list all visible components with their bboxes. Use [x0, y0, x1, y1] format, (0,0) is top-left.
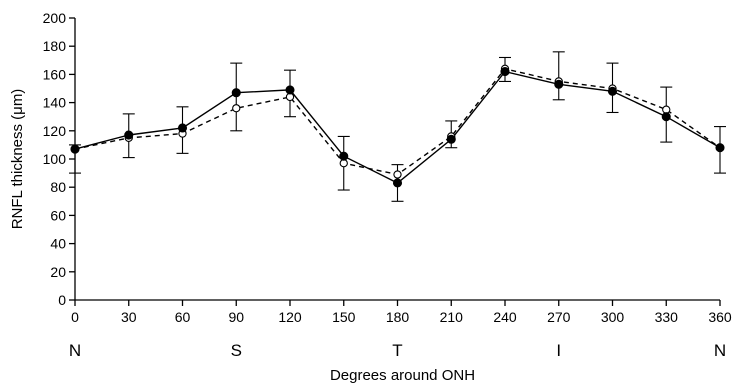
- x-tick-label: 0: [71, 309, 79, 325]
- region-label: N: [69, 341, 81, 360]
- filled-circle-point: [554, 79, 564, 89]
- axis-labels: N S T I N Degrees around ONH RNFL thickness (μ…: [9, 89, 726, 384]
- x-tick-label: 60: [175, 309, 191, 325]
- open-circle-point: [393, 170, 402, 179]
- y-tick-label: 120: [43, 123, 67, 139]
- region-label: S: [231, 341, 242, 360]
- y-tick-label: 180: [43, 38, 67, 54]
- x-axis-title: Degrees around ONH: [330, 367, 475, 384]
- x-tick-label: 90: [228, 309, 244, 325]
- y-tick-label: 40: [50, 236, 66, 252]
- filled-circle-point: [285, 85, 295, 95]
- filled-circle-point: [446, 134, 456, 144]
- y-axis-title: RNFL thickness (μm): [9, 89, 26, 230]
- filled-circle-point: [392, 178, 403, 188]
- filled-circle-point: [177, 123, 188, 133]
- x-tick-label: 270: [547, 309, 571, 325]
- filled-circle-point: [231, 88, 241, 98]
- y-tick-label: 20: [50, 264, 66, 280]
- region-label: T: [392, 341, 402, 360]
- filled-circle-point: [661, 112, 671, 122]
- x-tick-label: 300: [601, 309, 625, 325]
- x-tick-label: 120: [278, 309, 302, 325]
- data-markers: [70, 64, 725, 188]
- axes: 0 20 40 60 80 100 120 140 160 180 200 0 30 60 90 120 150…: [43, 10, 732, 325]
- x-tick-label: 30: [121, 309, 137, 325]
- y-tick-label: 140: [43, 95, 67, 111]
- x-tick-label: 210: [440, 309, 464, 325]
- x-tick-label: 330: [655, 309, 679, 325]
- y-tick-label: 160: [43, 66, 67, 82]
- y-tick-label: 200: [43, 10, 67, 26]
- x-tick-label: 240: [493, 309, 517, 325]
- y-tick-label: 100: [43, 151, 67, 167]
- y-tick-label: 80: [50, 179, 66, 195]
- open-circle-point: [232, 104, 241, 113]
- y-tick-label: 0: [58, 292, 66, 308]
- region-label: I: [556, 341, 561, 360]
- y-tick-label: 60: [50, 207, 66, 223]
- filled-circle-point: [339, 151, 349, 161]
- x-tick-label: 180: [386, 309, 410, 325]
- region-label: N: [714, 341, 726, 360]
- x-tick-label: 150: [332, 309, 356, 325]
- filled-circle-point: [124, 130, 134, 140]
- filled-circle-point: [715, 143, 725, 153]
- x-tick-label: 360: [708, 309, 732, 325]
- filled-circle-point: [607, 86, 618, 96]
- filled-circle-point: [500, 67, 510, 77]
- series-line-dashed: [74, 68, 721, 176]
- filled-circle-point: [70, 144, 80, 154]
